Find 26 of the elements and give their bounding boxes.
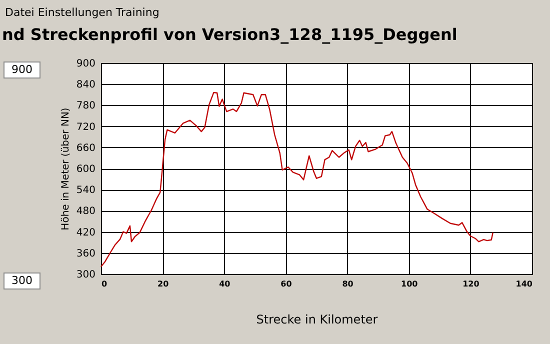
x-tick-label: 40 xyxy=(219,280,231,288)
text: 900 xyxy=(12,63,32,76)
y-tick-label: 840 xyxy=(76,80,96,91)
y-tick-label: 300 xyxy=(76,270,96,280)
chart-title: nd Streckenprofil von Version3_128_1195_Deggenl xyxy=(2,25,458,44)
y-tick-label: 660 xyxy=(76,142,96,154)
y-tick-label: 900 xyxy=(76,58,96,70)
x-tick-label: 140 xyxy=(516,280,533,288)
x-tick-label: 60 xyxy=(280,280,292,288)
y-tick-label: 780 xyxy=(76,100,96,112)
x-tick-label: 80 xyxy=(342,280,354,288)
y-tick-label: 360 xyxy=(76,248,96,260)
y-tick-label: 600 xyxy=(76,164,96,175)
text: 300 xyxy=(12,274,32,287)
x-axis-title: Strecke in Kilometer xyxy=(256,312,378,326)
y-tick-label: 480 xyxy=(76,206,96,218)
y-tick-label: 540 xyxy=(76,185,96,196)
x-tick-label: 120 xyxy=(462,280,480,288)
x-tick-label: 0 xyxy=(102,280,108,288)
text: Datei Einstellungen Training xyxy=(5,6,160,19)
y-axis-title: Höhe in Meter (über NN) xyxy=(60,108,72,230)
line-series xyxy=(100,92,494,268)
y-tick-label: 720 xyxy=(76,122,96,133)
x-tick-label: 20 xyxy=(158,280,170,288)
x-tick-label: 100 xyxy=(401,280,418,288)
y-tick-label: 420 xyxy=(76,227,96,238)
